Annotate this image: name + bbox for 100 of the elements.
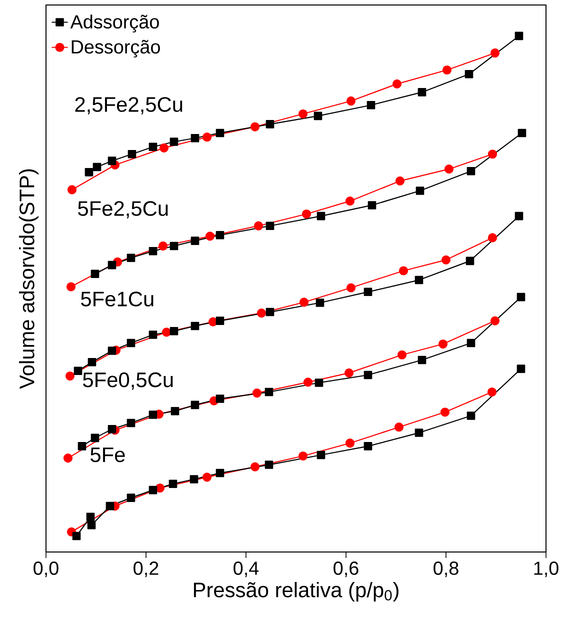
point (466, 412, 476, 420)
point (438, 339, 448, 349)
point (190, 134, 200, 142)
point (205, 232, 215, 241)
point (126, 254, 136, 262)
point (216, 316, 224, 325)
point (190, 322, 200, 330)
point (298, 451, 308, 461)
point (65, 371, 75, 381)
point (170, 138, 178, 146)
point (316, 450, 326, 460)
point (466, 256, 474, 266)
point (394, 422, 404, 432)
point (106, 502, 114, 510)
point (72, 532, 81, 540)
point (490, 316, 500, 326)
point (414, 428, 424, 437)
point (216, 128, 224, 138)
point (250, 122, 260, 132)
point (397, 350, 407, 360)
point (488, 150, 498, 159)
point (87, 521, 96, 530)
point (298, 109, 308, 118)
point (162, 328, 172, 337)
point (440, 408, 450, 417)
point (345, 438, 355, 448)
point (344, 368, 354, 378)
point (148, 410, 158, 419)
point (392, 79, 402, 88)
point (216, 394, 224, 403)
point (170, 326, 178, 336)
annotation: 5Fe0,5Cu (83, 372, 173, 390)
point (516, 292, 526, 302)
point (414, 276, 424, 284)
point (108, 346, 116, 355)
point (108, 260, 116, 270)
point (464, 70, 474, 78)
point (74, 366, 82, 376)
point (92, 162, 102, 172)
point (266, 222, 274, 230)
point (126, 338, 136, 348)
point (488, 233, 498, 242)
point (126, 494, 136, 502)
point (314, 378, 324, 387)
point (514, 32, 524, 40)
point (78, 442, 86, 450)
x-tick-label: 1,0 (534, 562, 558, 578)
point (264, 460, 274, 469)
annotation: 5Fe (90, 448, 125, 462)
point (266, 120, 274, 128)
point (170, 242, 178, 250)
legend-label: Dessorção (72, 40, 160, 58)
point (364, 370, 372, 380)
point (67, 185, 77, 194)
point (190, 475, 198, 484)
x-tick-label: 0,4 (234, 562, 259, 578)
point (108, 156, 116, 165)
point (487, 387, 497, 397)
point (264, 388, 274, 396)
point (202, 132, 212, 142)
point (418, 356, 426, 364)
point (346, 96, 356, 106)
annotation: 5Fe2,5Cu (78, 201, 168, 218)
point (398, 266, 408, 276)
annotation: 5Fe1Cu (81, 292, 154, 306)
point (490, 48, 500, 58)
point (148, 330, 158, 339)
point (148, 486, 158, 494)
point (314, 112, 322, 120)
point (466, 167, 476, 176)
point (316, 298, 324, 307)
point (252, 388, 262, 398)
point (441, 255, 451, 264)
point (346, 283, 356, 292)
x-tick-label: 0,6 (334, 562, 358, 578)
point (364, 288, 372, 296)
point (216, 230, 224, 240)
point (250, 462, 260, 472)
point (303, 378, 313, 387)
point (86, 512, 95, 522)
point (516, 364, 526, 373)
point (108, 425, 116, 434)
x-tick-label: 0,8 (434, 562, 458, 578)
point (158, 241, 168, 251)
point (216, 468, 224, 478)
point (148, 246, 158, 256)
point (299, 298, 309, 307)
point (202, 472, 212, 482)
point (302, 209, 312, 219)
point (159, 143, 169, 152)
point (518, 128, 526, 138)
point (84, 168, 94, 176)
x-tick-label: 0,0 (34, 562, 58, 578)
x-tick-label: 0,2 (134, 562, 158, 578)
point (128, 150, 136, 158)
point (368, 201, 376, 210)
point (418, 88, 426, 96)
point (155, 483, 165, 493)
point (168, 480, 178, 488)
point (466, 338, 476, 348)
